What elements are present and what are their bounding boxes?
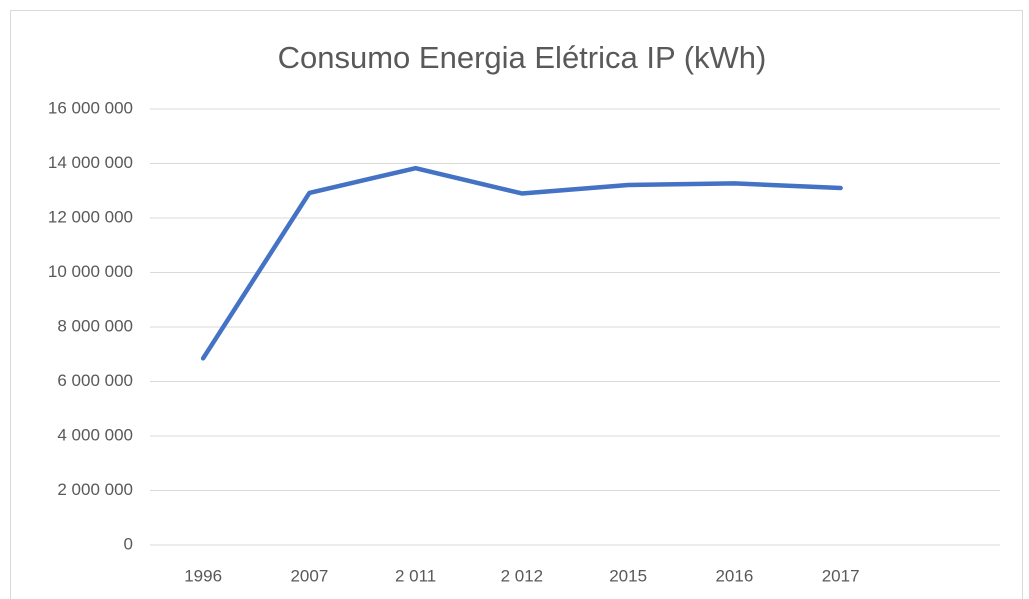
data-line [200, 165, 843, 361]
y-tick-label: 10 000 000 [48, 262, 133, 281]
x-tick-label: 2007 [290, 566, 328, 585]
x-tick-label: 2 011 [395, 566, 436, 585]
x-tick-label: 2016 [715, 566, 753, 585]
y-tick-label: 6 000 000 [57, 371, 133, 390]
x-tick-label: 1996 [184, 566, 222, 585]
chart-title: Consumo Energia Elétrica IP (kWh) [278, 40, 767, 75]
y-tick-label: 4 000 000 [57, 425, 133, 444]
y-tick-label: 2 000 000 [57, 480, 133, 499]
chart-frame [10, 10, 1023, 599]
x-tick-label: 2015 [609, 566, 647, 585]
y-tick-label: 0 [124, 534, 133, 553]
x-tick-label: 2017 [822, 566, 860, 585]
y-tick-label: 12 000 000 [48, 207, 133, 226]
y-tick-label: 8 000 000 [57, 316, 133, 335]
y-tick-label: 16 000 000 [48, 98, 133, 117]
y-tick-label: 14 000 000 [48, 153, 133, 172]
x-tick-label: 2 012 [501, 566, 544, 585]
